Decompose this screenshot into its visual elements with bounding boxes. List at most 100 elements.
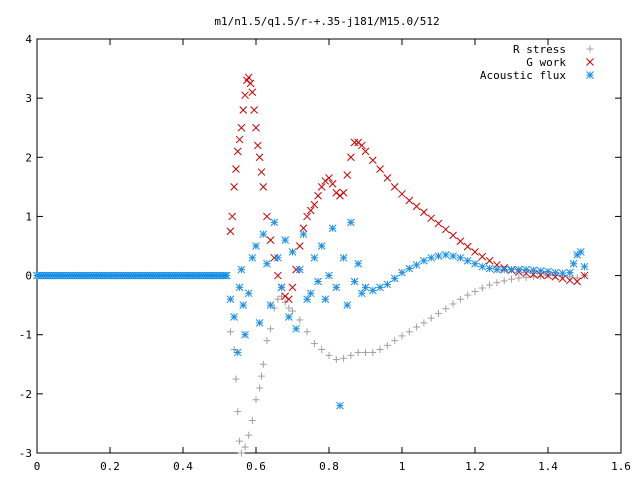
data-point xyxy=(441,251,450,259)
data-point xyxy=(493,265,501,274)
data-point xyxy=(259,360,267,368)
data-point xyxy=(551,268,560,277)
data-point xyxy=(376,283,384,292)
data-point xyxy=(292,324,301,333)
data-point xyxy=(500,277,508,285)
data-point xyxy=(343,171,352,179)
data-point xyxy=(246,79,255,88)
data-point xyxy=(427,314,435,322)
data-point xyxy=(369,348,377,356)
data-point xyxy=(420,319,428,327)
data-point xyxy=(241,330,249,339)
legend-entry-marker xyxy=(586,71,594,79)
plot-frame xyxy=(36,38,622,454)
y-tick-label: 4 xyxy=(25,33,32,46)
data-point xyxy=(580,262,589,271)
x-tick-label: 1.6 xyxy=(611,460,631,473)
x-tick-label: 1.4 xyxy=(538,460,558,473)
data-point xyxy=(412,202,421,211)
x-tick-label: 0.2 xyxy=(100,460,120,473)
data-point xyxy=(237,265,246,274)
data-point xyxy=(435,309,442,317)
data-point xyxy=(237,123,246,132)
data-point xyxy=(292,265,301,274)
data-point xyxy=(522,265,530,274)
series-acoustic-flux xyxy=(33,218,589,410)
data-point xyxy=(449,300,457,308)
legend-entry-label: Acoustic flux xyxy=(480,69,566,82)
data-point xyxy=(306,289,315,298)
x-tick-label: 0 xyxy=(34,460,41,473)
data-point xyxy=(233,147,242,156)
data-point xyxy=(299,224,308,233)
data-point xyxy=(569,259,578,268)
data-point xyxy=(376,346,384,353)
x-axis-ticks: 0 0.2 0.4 0.6 0.8 1 1.2 1.4 1.6 xyxy=(34,39,631,473)
data-point xyxy=(244,289,253,298)
data-point xyxy=(383,174,392,182)
data-point xyxy=(332,356,340,364)
data-point xyxy=(405,264,414,273)
data-point xyxy=(357,141,366,150)
data-point xyxy=(485,264,494,273)
x-tick-label: 0.8 xyxy=(319,460,339,473)
data-point xyxy=(234,408,242,416)
data-point xyxy=(263,337,271,345)
data-point xyxy=(252,396,260,404)
data-point xyxy=(515,274,523,282)
y-tick-label: -3 xyxy=(19,447,32,460)
data-point xyxy=(253,141,262,150)
data-point xyxy=(303,328,311,336)
data-point xyxy=(310,200,319,209)
data-point xyxy=(235,283,244,292)
data-point xyxy=(332,283,341,292)
data-point xyxy=(350,277,359,286)
data-point xyxy=(235,135,244,144)
data-point xyxy=(281,236,290,244)
data-point xyxy=(244,73,253,82)
series-layer xyxy=(33,73,589,457)
data-point xyxy=(314,191,322,200)
data-point xyxy=(230,183,238,191)
data-point xyxy=(270,218,279,227)
data-point xyxy=(398,268,406,277)
data-point xyxy=(310,340,318,348)
data-point xyxy=(296,316,304,324)
data-point xyxy=(226,295,235,304)
x-tick-label: 1 xyxy=(399,460,406,473)
data-point xyxy=(347,351,355,359)
data-point xyxy=(339,188,348,197)
data-point xyxy=(478,284,486,292)
data-point xyxy=(239,106,248,114)
data-point xyxy=(471,248,479,256)
data-point xyxy=(347,153,355,162)
data-point xyxy=(317,242,326,250)
data-point xyxy=(325,174,333,182)
legend-entry-marker xyxy=(586,45,594,53)
data-point xyxy=(306,206,315,215)
data-point xyxy=(233,348,242,357)
y-tick-label: 2 xyxy=(25,151,32,164)
data-point xyxy=(325,351,333,359)
legend-entry-label: G work xyxy=(526,56,566,69)
data-point xyxy=(259,183,268,191)
data-point xyxy=(278,292,286,300)
y-axis-ticks: -3 -2 -1 0 1 2 3 4 xyxy=(19,33,621,460)
data-point xyxy=(328,224,337,233)
data-point xyxy=(228,212,237,221)
y-tick-label: -1 xyxy=(19,329,32,342)
data-point xyxy=(486,281,494,289)
data-point xyxy=(471,288,479,296)
data-point xyxy=(390,183,399,191)
data-point xyxy=(226,328,234,336)
data-point xyxy=(295,242,304,250)
data-point xyxy=(257,168,266,176)
data-point xyxy=(350,138,359,147)
data-point xyxy=(368,156,377,165)
data-point xyxy=(339,253,348,262)
data-point xyxy=(336,401,344,410)
data-point xyxy=(357,289,366,298)
data-point xyxy=(257,372,265,380)
data-point xyxy=(573,274,581,282)
